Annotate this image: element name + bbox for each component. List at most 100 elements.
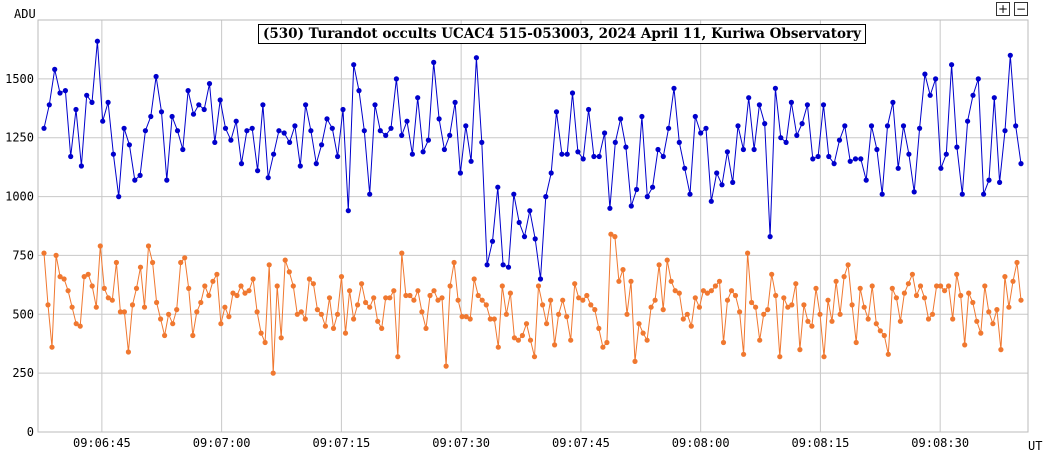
series-2-point [773, 292, 779, 299]
series-2-point [572, 281, 578, 287]
series-1-point [41, 125, 47, 131]
series-2-point [527, 337, 534, 343]
series-2-point [925, 316, 932, 322]
series-2-point [757, 337, 763, 343]
series-1-point [409, 151, 415, 157]
series-2-point [805, 318, 811, 324]
series-2-point [519, 332, 526, 339]
zoom-out-button[interactable]: − [1014, 2, 1028, 16]
series-2-point [145, 243, 152, 249]
series-2-point [720, 339, 727, 346]
series-2-point [801, 302, 807, 308]
series-1-point [639, 113, 645, 120]
series-2-point [326, 295, 333, 301]
x-tick-label: 09:07:15 [312, 436, 370, 450]
series-2-point [825, 297, 831, 303]
series-2-point [724, 297, 731, 303]
series-2-point [608, 231, 614, 237]
series-1-point [543, 194, 549, 200]
series-2-point [314, 307, 320, 313]
series-1-point [153, 73, 159, 80]
series-1-point [110, 151, 116, 157]
series-2-point [475, 292, 481, 299]
series-2-point [588, 302, 594, 308]
series-2-point [664, 257, 670, 263]
series-2-point [1010, 278, 1016, 284]
series-1-point [292, 123, 298, 129]
series-2-point [97, 243, 103, 249]
series-2-point [351, 316, 357, 322]
series-1-point [997, 179, 1003, 185]
series-1-point [826, 153, 832, 160]
series-2-point [628, 278, 634, 284]
series-2-point [479, 297, 485, 303]
series-1-point [185, 88, 191, 94]
series-2-point [737, 309, 743, 315]
series-2-point [375, 318, 381, 324]
y-axis-label: ADU [14, 7, 36, 21]
series-2-point [897, 318, 904, 324]
series-2-point [954, 271, 960, 277]
series-1-point [580, 156, 586, 162]
series-2-point [616, 278, 622, 284]
series-1-point [441, 146, 447, 153]
series-1-point [447, 132, 453, 138]
series-1-point [319, 142, 325, 148]
series-1-point [884, 123, 891, 129]
series-1-point [121, 125, 127, 131]
series-2-point [45, 302, 51, 308]
series-2-point [950, 316, 956, 322]
series-2-point [1018, 297, 1024, 303]
series-1-point [1002, 128, 1008, 134]
series-1-point [164, 177, 170, 183]
series-2-point [576, 295, 582, 301]
x-tick-label: 09:07:00 [193, 436, 251, 450]
series-2-point [917, 283, 924, 289]
series-1-point [836, 137, 843, 143]
series-1-point [78, 163, 84, 169]
series-2-point [833, 278, 839, 284]
series-1-point [943, 151, 949, 157]
series-1-point [847, 158, 853, 164]
series-2-point [544, 321, 550, 327]
series-2-point [174, 307, 180, 313]
series-2-point [934, 283, 940, 289]
series-1-point [767, 234, 773, 240]
series-1-point [158, 109, 165, 115]
series-2-point [53, 252, 59, 258]
series-2-point [797, 347, 803, 353]
series-1-point [393, 76, 399, 82]
series-1-line [43, 41, 1022, 280]
series-1-point [505, 264, 512, 270]
series-1-point [516, 219, 522, 226]
series-1-point [335, 153, 341, 160]
series-2-point [998, 347, 1004, 353]
series-1-point [431, 59, 437, 65]
series-1-point [858, 156, 864, 162]
series-2-point [692, 295, 698, 301]
series-1-point [537, 276, 544, 282]
series-1-point [116, 194, 122, 200]
series-1-point [351, 62, 357, 68]
zoom-in-button[interactable]: + [996, 2, 1010, 16]
series-2-point [178, 259, 184, 266]
series-2-point [535, 283, 542, 289]
series-1-point [591, 153, 597, 160]
series-1-point [783, 139, 789, 145]
series-2-point [873, 321, 879, 327]
series-1-point [938, 165, 944, 171]
series-1-point [340, 106, 346, 113]
series-2-point [708, 288, 715, 294]
series-2-point [515, 337, 522, 343]
series-2-point [712, 283, 719, 289]
series-2-point [89, 283, 95, 289]
series-1-point [586, 106, 592, 113]
series-2-point [881, 332, 887, 339]
series-1-point [521, 234, 528, 240]
series-1-point [650, 184, 656, 190]
series-2-point [182, 255, 188, 261]
series-2-point [137, 264, 144, 270]
series-1-point [900, 123, 907, 129]
series-2-point [592, 307, 598, 313]
series-2-point [117, 309, 123, 315]
